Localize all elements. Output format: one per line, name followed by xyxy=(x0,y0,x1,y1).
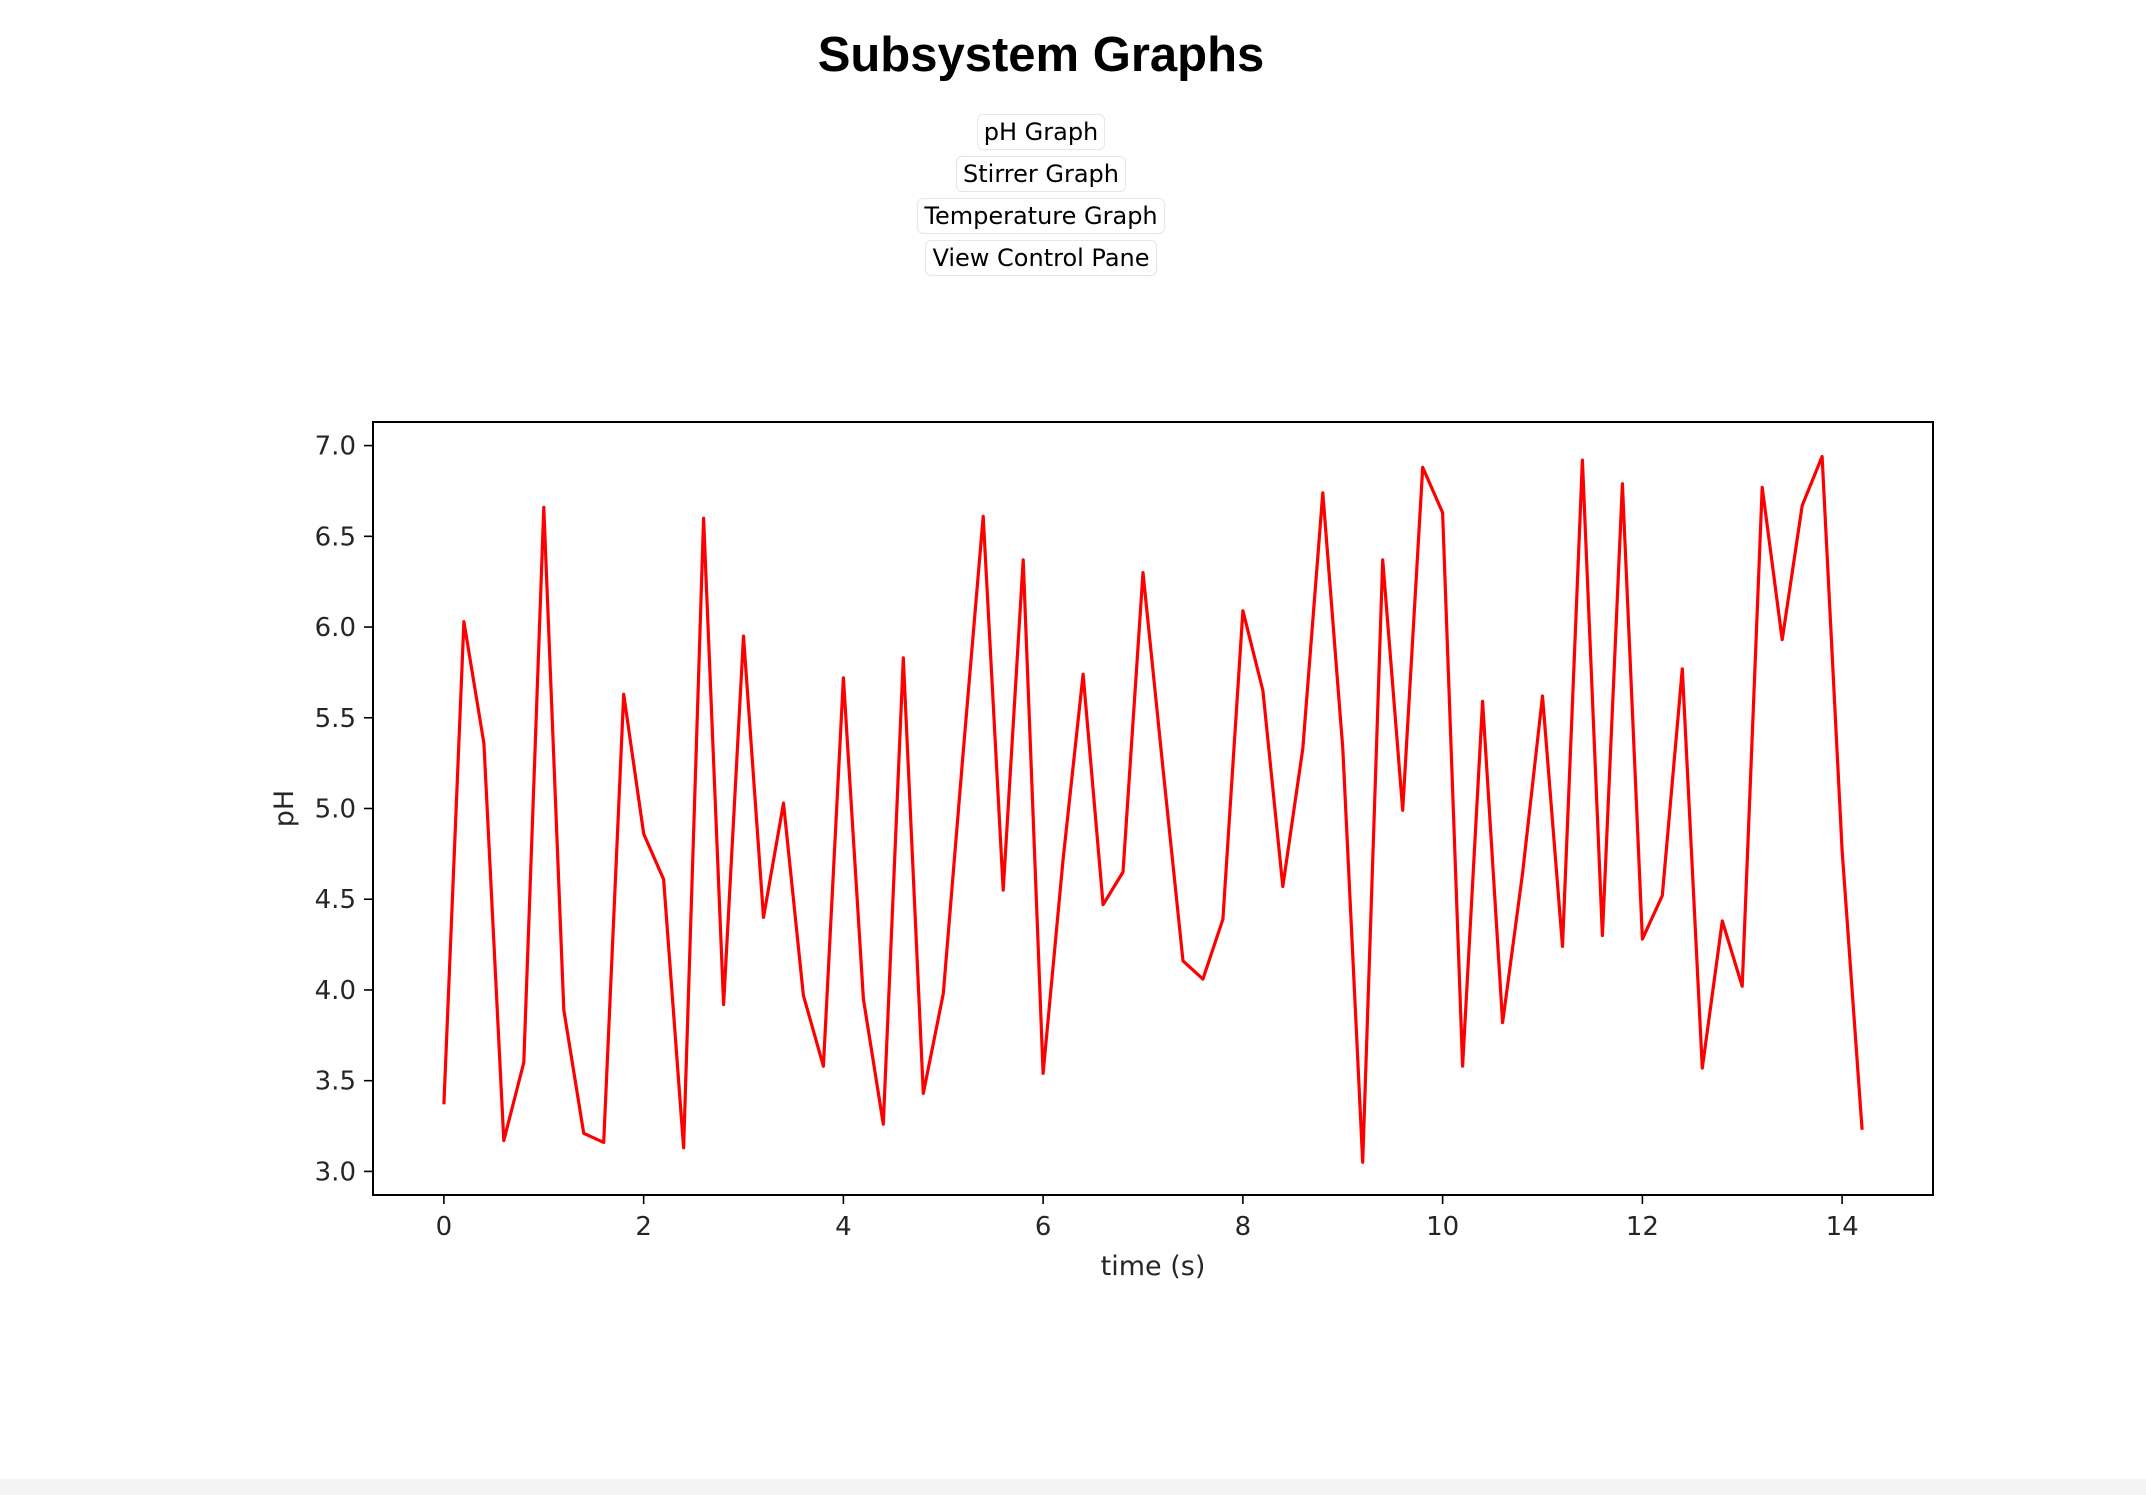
x-tick-label: 6 xyxy=(1035,1212,1052,1242)
series-line-0 xyxy=(442,454,1864,1164)
y-tick-label: 3.0 xyxy=(315,1157,356,1187)
x-tick-label: 14 xyxy=(1826,1212,1859,1242)
y-tick-label: 6.5 xyxy=(315,522,356,552)
ph-graph-button[interactable]: pH Graph xyxy=(976,114,1106,150)
x-tick-label: 10 xyxy=(1426,1212,1459,1242)
graph-nav: pH Graph Stirrer Graph Temperature Graph… xyxy=(0,114,2082,276)
x-tick-label: 2 xyxy=(635,1212,652,1242)
y-tick-label: 3.5 xyxy=(315,1067,356,1097)
plot-area: 0 2 4 6 8 10 12 14 3.0 3.5 4.0 4.5 5.0 5.5 6.0 6.5 7.0 ti… xyxy=(269,421,1934,1282)
x-tick-label: 4 xyxy=(835,1212,852,1242)
y-tick-label: 7.0 xyxy=(315,432,356,462)
page-title: Subsystem Graphs xyxy=(817,28,1265,82)
y-tick-label: 4.5 xyxy=(315,885,356,915)
x-axis-label: time (s) xyxy=(1101,1251,1206,1282)
x-tick-label: 0 xyxy=(436,1212,453,1242)
y-tick-label: 5.5 xyxy=(315,704,356,734)
y-tick-label: 4.0 xyxy=(315,976,356,1006)
y-tick-label: 5.0 xyxy=(315,795,356,825)
stirrer-graph-button[interactable]: Stirrer Graph xyxy=(956,156,1126,192)
x-tick-label: 8 xyxy=(1235,1212,1252,1242)
window-bottom-edge xyxy=(0,1479,2146,1495)
y-tick-label: 6.0 xyxy=(315,613,356,643)
x-tick-label: 12 xyxy=(1626,1212,1659,1242)
y-axis-label: pH xyxy=(269,790,300,827)
temperature-graph-button[interactable]: Temperature Graph xyxy=(917,198,1165,234)
view-control-pane-button[interactable]: View Control Pane xyxy=(925,240,1157,276)
